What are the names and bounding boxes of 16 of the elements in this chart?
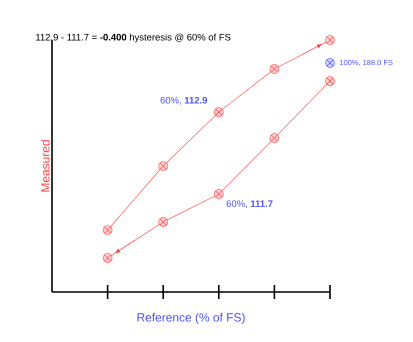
point — [270, 64, 280, 74]
chart-title: 112.9 - 111.7 = -0.400 hysteresis @ 60% of FS — [36, 34, 230, 42]
point — [325, 35, 335, 45]
point — [102, 253, 112, 263]
point — [325, 76, 335, 86]
point — [270, 133, 280, 143]
point — [158, 161, 168, 171]
y-axis-title: Measured — [40, 140, 50, 192]
annotation: 60%, 111.7 — [226, 200, 273, 208]
point — [158, 217, 168, 227]
point — [214, 189, 224, 199]
point — [214, 107, 224, 117]
annotation: 60%, 112.9 — [160, 96, 208, 105]
point — [325, 58, 335, 68]
point — [102, 225, 112, 235]
x-axis-title: Reference (% of FS) — [138, 312, 245, 324]
